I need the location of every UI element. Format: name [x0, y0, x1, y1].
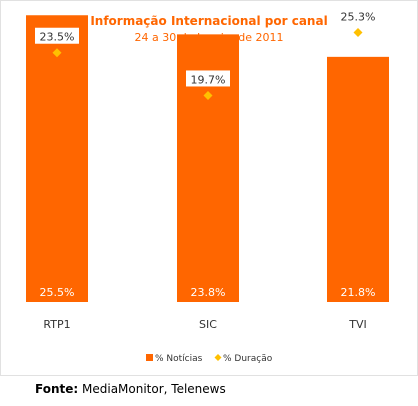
- source-value: MediaMonitor, Telenews: [82, 382, 226, 396]
- chart-plot: 25.5% 23.5% RTP1 23.8% 19.7% SIC 21.8% 25.3% TVI…: [26, 10, 389, 364]
- category-label-rtp1: RTP1: [43, 318, 70, 331]
- legend-swatch-noticias: [146, 354, 153, 361]
- data-label-noticias-rtp1: 25.5%: [40, 286, 75, 299]
- bar-noticias-rtp1: [26, 15, 88, 303]
- category-label-tvi: TVI: [348, 318, 367, 331]
- legend-label-noticias: % Notícias: [155, 354, 203, 364]
- source-label: Fonte:: [35, 382, 79, 396]
- data-label-duracao-rtp1: 23.5%: [40, 31, 75, 44]
- data-label-noticias-sic: 23.8%: [191, 286, 226, 299]
- category-label-sic: SIC: [199, 318, 217, 331]
- marker-duracao-rtp1: [52, 48, 62, 58]
- legend-swatch-duracao: [214, 354, 222, 361]
- source-note: Fonte: MediaMonitor, Telenews: [35, 382, 226, 396]
- data-label-duracao-sic: 19.7%: [191, 73, 226, 86]
- bar-noticias-tvi: [327, 56, 389, 302]
- chart-title: Informação Internacional por canal: [90, 14, 328, 28]
- data-label-duracao-tvi: 25.3%: [341, 10, 376, 23]
- marker-duracao-sic: [203, 90, 213, 100]
- data-label-box-sic: [186, 70, 230, 87]
- marker-duracao-tvi: [353, 27, 363, 37]
- data-label-box-rtp1: [35, 27, 79, 44]
- data-label-noticias-tvi: 21.8%: [341, 286, 376, 299]
- legend-label-duracao: % Duração: [223, 354, 273, 364]
